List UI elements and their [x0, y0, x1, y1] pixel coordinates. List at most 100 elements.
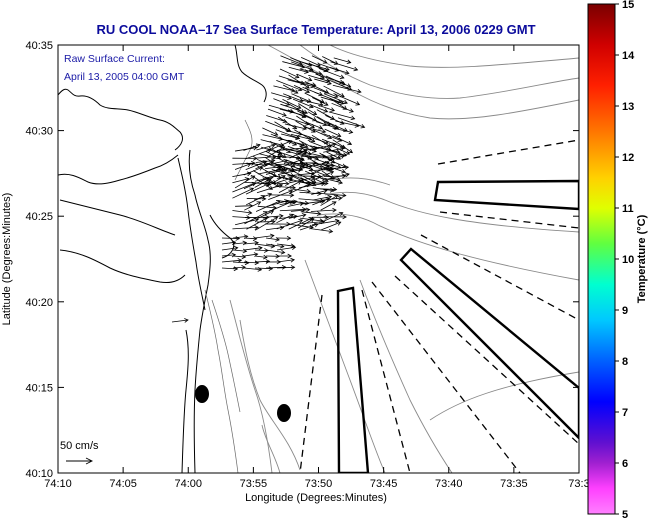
- y-axis-label: Latitude (Degrees:Minutes): [1, 193, 13, 326]
- current-vector: [273, 98, 291, 106]
- y-tick-label: 40:20: [25, 297, 53, 309]
- current-vector: [312, 170, 335, 181]
- current-vector: [334, 80, 352, 88]
- buoy-marker-east: [277, 404, 291, 422]
- current-vector: [235, 217, 259, 226]
- current-vector: [323, 214, 347, 220]
- dashed-survey-lines: [299, 139, 579, 473]
- current-vector: [289, 175, 316, 184]
- current-vector: [314, 78, 332, 86]
- y-axis-ticks: 40:35 40:30 40:25 40:20 40:15 40:10: [25, 40, 579, 480]
- current-vector: [332, 84, 362, 94]
- colorbar-tick-label: 10: [622, 254, 634, 266]
- current-vector: [243, 245, 263, 251]
- surface-current-vectors: [171, 55, 366, 323]
- current-vector: [290, 207, 311, 213]
- current-vector: [262, 127, 279, 136]
- x-axis-ticks: 74:10 74:05 74:00 73:55 73:50 73:45 73:40 73:35…: [44, 45, 590, 490]
- current-vector: [254, 178, 272, 188]
- x-tick-label: 73:55: [240, 478, 268, 490]
- current-vector: [320, 192, 347, 198]
- current-vector: [288, 213, 307, 219]
- colorbar-tick-label: 11: [622, 203, 634, 215]
- current-vector: [304, 81, 330, 94]
- current-vector: [287, 145, 312, 156]
- current-vector: [313, 87, 339, 99]
- current-vector: [300, 211, 322, 216]
- current-vector: [324, 128, 342, 138]
- current-vector: [277, 155, 301, 160]
- colorbar-tick-label: 9: [622, 305, 628, 317]
- current-vector: [245, 182, 270, 195]
- current-vector: [337, 117, 366, 129]
- current-vector: [312, 214, 330, 220]
- colorbar-ticks: 15 14 13 12 11 10 9 8 7 6 5: [615, 0, 635, 519]
- current-vector: [243, 176, 270, 190]
- current-vector: [280, 133, 301, 141]
- colorbar-tick-label: 12: [622, 152, 634, 164]
- current-vector: [312, 97, 329, 106]
- current-vector: [289, 148, 308, 159]
- current-vector: [323, 165, 350, 170]
- legend-line-2: April 13, 2005 04:00 GMT: [64, 71, 185, 83]
- current-vector: [304, 126, 327, 134]
- transect-boxes: [336, 179, 579, 473]
- colorbar-tick-label: 5: [622, 509, 628, 519]
- current-vector: [245, 148, 272, 160]
- current-vector: [276, 253, 292, 259]
- current-vector: [276, 176, 294, 183]
- current-vector: [287, 201, 305, 207]
- current-vector: [309, 142, 337, 151]
- current-vector: [267, 108, 287, 117]
- transect-box-south: [336, 286, 370, 473]
- current-vector: [305, 121, 324, 130]
- current-vector: [278, 180, 302, 194]
- current-vector: [256, 143, 276, 151]
- scale-arrow-icon: [66, 457, 94, 465]
- current-vector: [297, 218, 315, 229]
- current-vector: [232, 254, 247, 260]
- current-vector: [276, 235, 292, 241]
- current-vector: [255, 160, 274, 170]
- current-vector: [244, 211, 268, 225]
- current-vector: [243, 143, 261, 151]
- colorbar-label: Temperature (°C): [636, 214, 648, 303]
- current-vector: [267, 175, 286, 187]
- current-vector: [254, 254, 268, 260]
- current-vector: [323, 93, 348, 105]
- current-vector: [328, 111, 356, 121]
- current-vector: [312, 197, 331, 206]
- legend-line-1: Raw Surface Current:: [64, 53, 165, 65]
- current-vector: [320, 211, 344, 223]
- current-vector: [296, 73, 313, 82]
- current-vector: [323, 146, 345, 153]
- x-tick-label: 74:00: [174, 478, 202, 490]
- current-vector: [309, 104, 329, 113]
- current-vector: [304, 92, 325, 104]
- current-vector: [244, 201, 262, 211]
- current-vector: [254, 233, 275, 239]
- current-vector: [276, 219, 304, 230]
- current-vector: [232, 210, 253, 215]
- current-vector: [254, 266, 274, 271]
- current-vector: [265, 167, 289, 175]
- x-tick-label: 74:05: [109, 478, 137, 490]
- current-vector: [296, 115, 315, 129]
- current-vector: [296, 80, 317, 87]
- current-vector: [279, 207, 307, 212]
- current-vector: [298, 103, 318, 116]
- current-vector: [330, 144, 351, 155]
- current-vector: [256, 183, 284, 194]
- x-tick-label: 73:3: [568, 478, 589, 490]
- current-vector: [282, 84, 299, 94]
- x-axis-label: Longitude (Degrees:Minutes): [245, 492, 387, 504]
- coastline: [58, 45, 267, 473]
- colorbar-tick-label: 6: [622, 458, 628, 470]
- current-vector: [335, 120, 360, 128]
- current-vector: [265, 264, 287, 270]
- current-vector: [318, 104, 336, 112]
- scale-label: 50 cm/s: [60, 440, 99, 452]
- current-vector: [311, 188, 328, 195]
- colorbar-tick-label: 15: [622, 0, 634, 11]
- transect-box-diagonal: [399, 247, 579, 440]
